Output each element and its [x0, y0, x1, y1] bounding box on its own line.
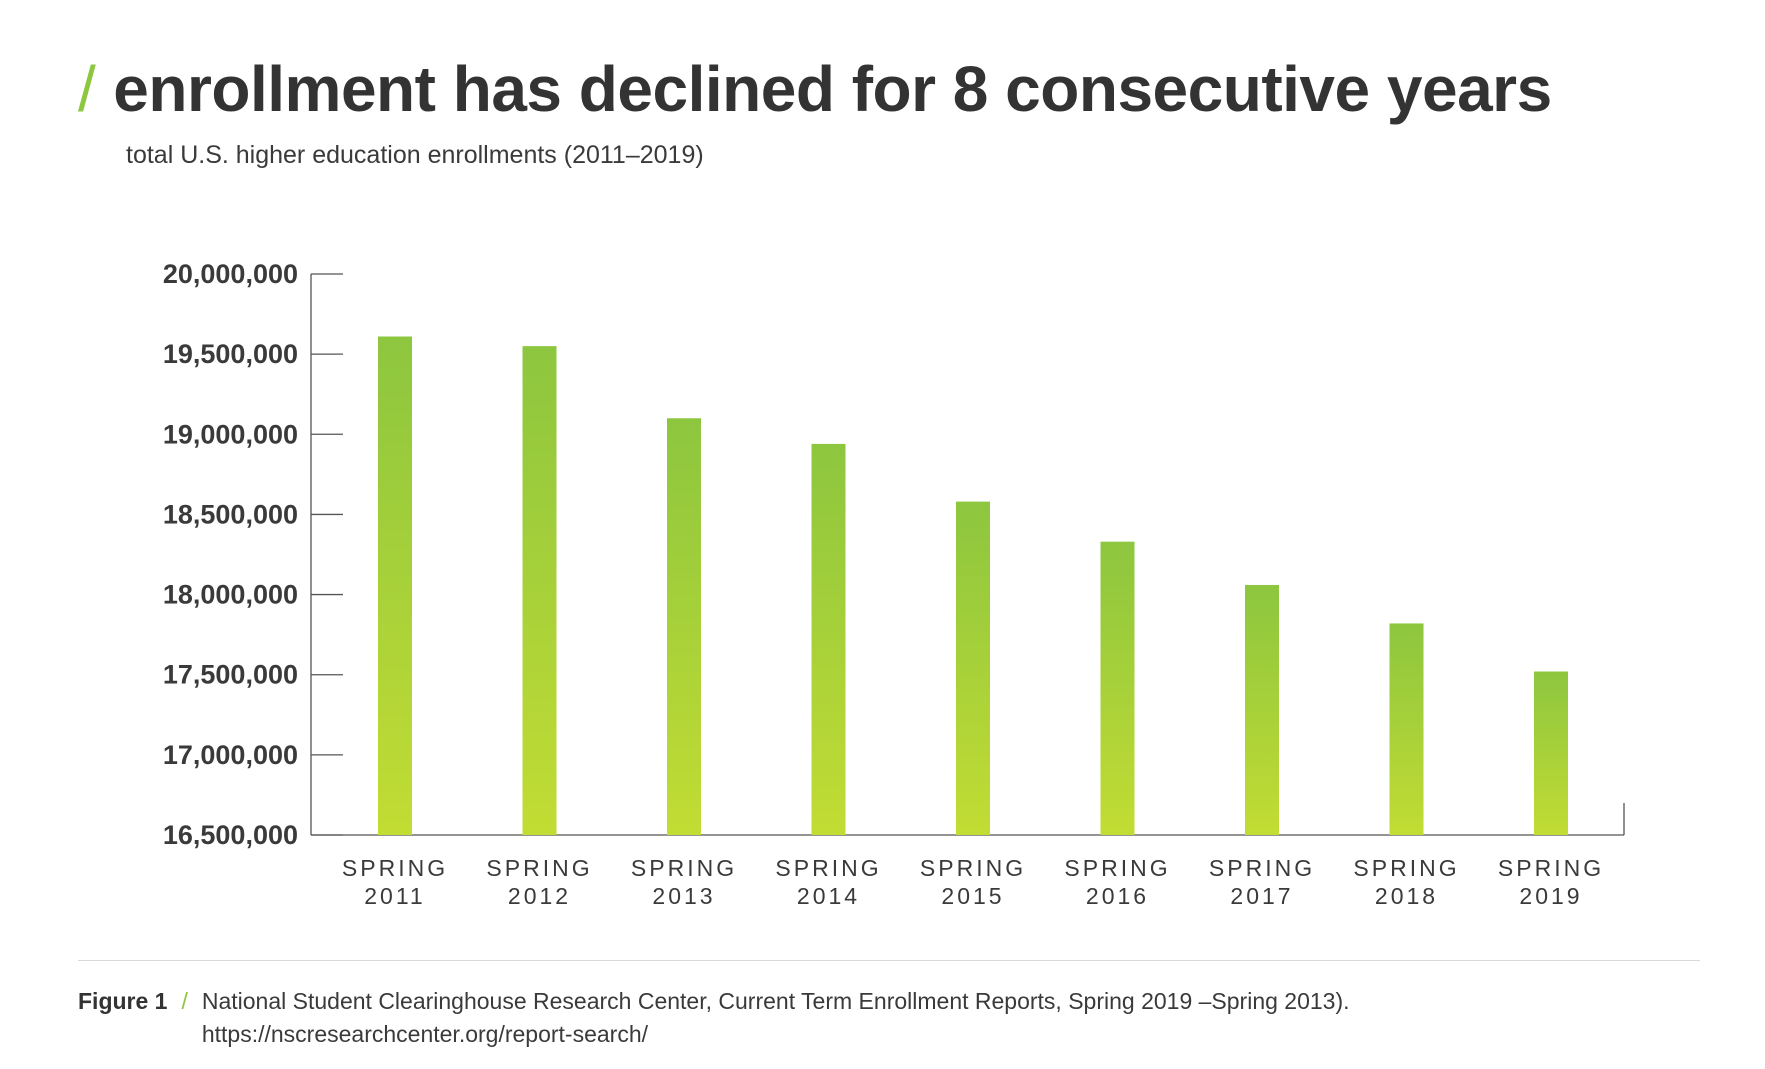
- y-tick-label: 19,000,000: [163, 419, 298, 449]
- x-tick-label: SPRING 2015: [920, 855, 1026, 909]
- x-tick-label-line: 2014: [797, 883, 860, 909]
- x-tick-label-line: SPRING: [631, 855, 737, 881]
- bar: [522, 346, 557, 835]
- y-tick-label: 18,000,000: [163, 580, 298, 610]
- x-tick-label-line: 2012: [508, 883, 571, 909]
- x-tick-label-line: 2013: [652, 883, 715, 909]
- caption-source-url: https://nscresearchcenter.org/report-sea…: [201, 1021, 649, 1047]
- x-tick-label: SPRING 2019: [1498, 855, 1604, 909]
- x-tick-label-line: SPRING: [775, 855, 881, 881]
- y-tick-label: 20,000,000: [163, 259, 298, 289]
- chart-bars: [378, 336, 1568, 835]
- x-tick-label-line: 2016: [1086, 883, 1149, 909]
- bar: [1100, 541, 1135, 835]
- chart-title-text: enrollment has declined for 8 consecutiv…: [113, 53, 1552, 125]
- x-tick-label-line: 2017: [1230, 883, 1293, 909]
- x-tick-label-line: SPRING: [486, 855, 592, 881]
- title-slash: /: [78, 53, 96, 125]
- y-tick-label: 17,500,000: [163, 660, 298, 690]
- figure-label: Figure 1: [78, 988, 168, 1014]
- x-tick-label: SPRING 2018: [1353, 855, 1459, 909]
- x-tick-label-line: SPRING: [920, 855, 1026, 881]
- x-tick-label-line: SPRING: [342, 855, 448, 881]
- x-tick-label-line: SPRING: [1209, 855, 1315, 881]
- x-tick-label: SPRING 2016: [1064, 855, 1170, 909]
- x-tick-label-line: 2011: [364, 883, 425, 909]
- figure-caption: Figure 1 / National Student Clearinghouse …: [78, 985, 1350, 1051]
- y-tick-label: 17,000,000: [163, 740, 298, 770]
- chart-title: / enrollment has declined for 8 consecuti…: [78, 52, 1552, 126]
- caption-source: National Student Clearinghouse Research …: [201, 988, 1350, 1014]
- x-tick-label: SPRING 2014: [775, 855, 881, 909]
- bar: [1534, 671, 1568, 835]
- y-tick-labels: 16,500,000 17,000,000 17,500,000 18,000,000…: [163, 259, 298, 850]
- x-tick-label: SPRING 2017: [1209, 855, 1315, 909]
- bar: [956, 501, 990, 835]
- x-tick-label-line: SPRING: [1064, 855, 1170, 881]
- x-tick-label: SPRING 2011: [342, 855, 448, 909]
- x-tick-label-line: SPRING: [1353, 855, 1459, 881]
- caption-slash: /: [181, 988, 188, 1014]
- y-tick-label: 18,500,000: [163, 499, 298, 529]
- x-tick-label-line: 2015: [941, 883, 1004, 909]
- caption-divider: [78, 960, 1700, 961]
- bar: [378, 336, 412, 835]
- bar: [1389, 623, 1424, 835]
- bar: [667, 418, 701, 835]
- x-tick-label-line: 2018: [1375, 883, 1438, 909]
- bar: [1245, 584, 1279, 835]
- bar: [811, 443, 846, 835]
- chart-subtitle: total U.S. higher education enrollments …: [126, 141, 704, 169]
- x-tick-label: SPRING 2012: [486, 855, 592, 909]
- x-tick-label-line: SPRING: [1498, 855, 1604, 881]
- y-tick-label: 19,500,000: [163, 339, 298, 369]
- x-tick-label-line: 2019: [1519, 883, 1582, 909]
- x-tick-label: SPRING 2013: [631, 855, 737, 909]
- y-tick-label: 16,500,000: [163, 820, 298, 850]
- bar-chart: 16,500,000 17,000,000 17,500,000 18,000,000…: [163, 259, 1625, 909]
